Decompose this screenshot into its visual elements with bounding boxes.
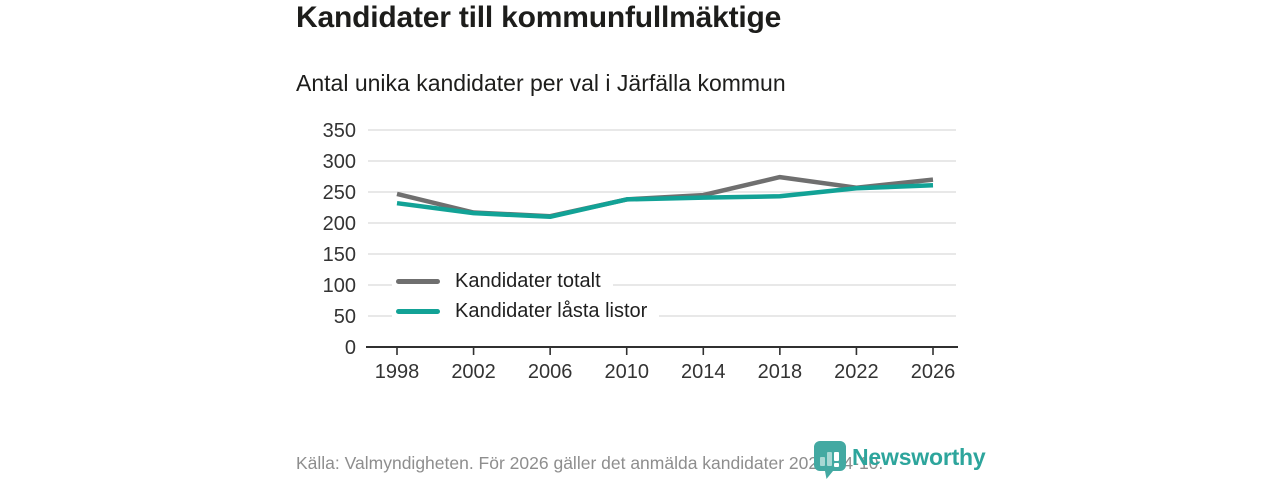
line-chart: 0 50 100 150 200 250 300 350 1998 2002 2006 2010 20… xyxy=(280,112,984,392)
legend-item-totalt: Kandidater totalt xyxy=(392,269,613,294)
legend-swatch-teal xyxy=(396,309,440,314)
x-tick-label: 2002 xyxy=(451,361,496,383)
y-tick-label: 200 xyxy=(323,213,356,235)
x-axis xyxy=(366,346,958,355)
y-tick-label: 350 xyxy=(323,120,356,142)
legend-label: Kandidater totalt xyxy=(455,270,601,292)
x-tick-label: 2014 xyxy=(681,361,726,383)
series-line xyxy=(396,182,934,220)
x-tick-label: 2006 xyxy=(528,361,573,383)
y-tick-label: 100 xyxy=(323,275,356,297)
y-tick-label: 50 xyxy=(334,306,356,328)
chart-svg: 0 50 100 150 200 250 300 350 1998 2002 2006 2010 20… xyxy=(323,120,958,383)
x-tick-label: 2026 xyxy=(911,361,956,383)
legend-item-lasta-listor: Kandidater låsta listor xyxy=(392,299,660,324)
newsworthy-bubble-chart-icon xyxy=(814,441,846,479)
y-tick-label: 150 xyxy=(323,244,356,266)
x-tick-label: 2018 xyxy=(758,361,803,383)
chart-legend: Kandidater totalt Kandidater låsta listo… xyxy=(392,269,660,329)
newsworthy-logo-link[interactable]: Newsworthy xyxy=(813,440,986,480)
x-tick-label: 1998 xyxy=(375,361,420,383)
x-tick-label: 2022 xyxy=(834,361,879,383)
y-tick-label: 250 xyxy=(323,182,356,204)
x-tick-label: 2010 xyxy=(604,361,649,383)
brand-name: Newsworthy xyxy=(852,444,986,470)
legend-swatch-gray xyxy=(396,279,440,284)
y-tick-label: 300 xyxy=(323,151,356,173)
y-tick-label: 0 xyxy=(345,337,356,359)
chart-subtitle: Antal unika kandidater per val i Järfäll… xyxy=(296,70,786,96)
x-axis-labels: 1998 2002 2006 2010 2014 2018 2022 2026 xyxy=(375,361,956,383)
legend-label: Kandidater låsta listor xyxy=(455,300,648,322)
series-lines xyxy=(396,174,934,220)
y-axis-labels: 0 50 100 150 200 250 300 350 xyxy=(323,120,356,359)
source-note: Källa: Valmyndigheten. För 2026 gäller d… xyxy=(296,453,884,473)
page-title: Kandidater till kommunfullmäktige xyxy=(296,1,782,34)
